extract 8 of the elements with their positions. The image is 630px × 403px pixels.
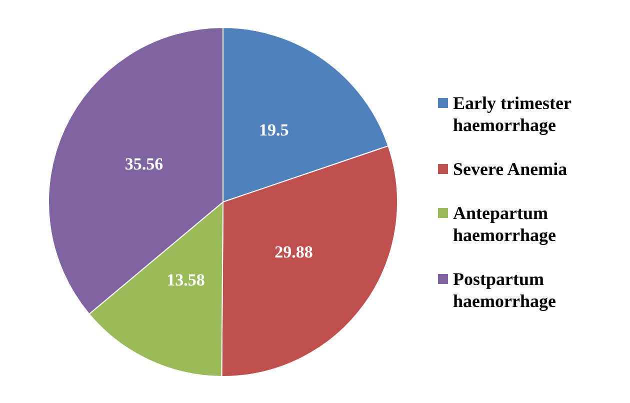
legend-label: Postpartum haemorrhage [453, 268, 557, 312]
legend-label: Antepartum haemorrhage [453, 202, 557, 246]
data-label: 13.58 [166, 270, 205, 289]
legend-label: Severe Anemia [453, 158, 568, 180]
data-label: 35.56 [124, 154, 164, 173]
legend-label: Early trimester haemorrhage [453, 92, 572, 136]
data-label: 29.88 [274, 242, 313, 261]
data-label: 19.5 [258, 120, 289, 139]
